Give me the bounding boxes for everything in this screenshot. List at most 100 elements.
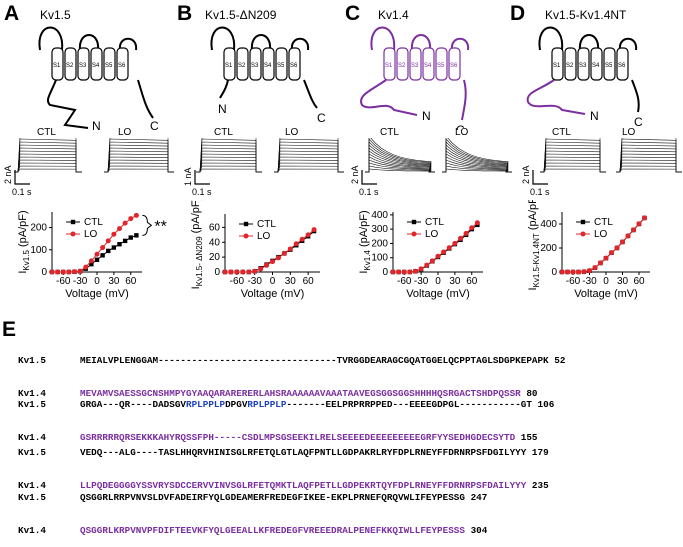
current-trace [14, 162, 82, 173]
data-point [642, 215, 647, 221]
seq-number: 80 [526, 388, 538, 399]
current-trace [104, 156, 174, 173]
x-tick-label: 30 [285, 276, 297, 287]
seq-text: MEVAMVSAESSGCNSHMPYGYAAQARARERERLAHSRAAA… [80, 388, 521, 399]
x-tick-label: 60 [303, 276, 315, 287]
current-trace [442, 156, 512, 173]
data-point [474, 220, 480, 226]
alignment-row: Kv1.4 GSRRRRRQRSEKKKAHYRQSSFPH-----CSDLMP… [18, 432, 554, 443]
data-point [631, 227, 636, 233]
current-trace [442, 141, 512, 173]
current-trace [365, 156, 435, 173]
seq-number: 155 [520, 432, 538, 443]
alignment-block-1: Kv1.5 MEIALVPLENGGAM---------------------… [18, 333, 565, 410]
series-line [393, 222, 478, 273]
data-point [117, 226, 122, 232]
n-terminus-label: N [590, 109, 599, 123]
data-point [401, 269, 407, 275]
x-tick-label: 30 [449, 276, 461, 287]
x-tick-label: 30 [617, 276, 629, 287]
seg-label: S2 [398, 63, 406, 69]
seg-label: S6 [618, 63, 626, 69]
data-point [424, 262, 430, 268]
x-tick-label: 60 [466, 276, 478, 287]
current-trace [442, 144, 512, 173]
scale-current-a: 2 nA [3, 165, 13, 184]
trace-label-ctl-d: CTL [552, 127, 571, 138]
scale-current-c: 2 nA [350, 165, 360, 184]
data-point [418, 266, 424, 272]
seq-number: 52 [554, 355, 566, 366]
data-point [94, 257, 100, 262]
current-trace [365, 144, 435, 173]
series-line [52, 214, 137, 273]
seq-text: QSGGRLKRPVNVPFDIFTEEVKFYQLGEEALLKFREDEGF… [80, 525, 465, 536]
x-tick-label: -30 [582, 276, 597, 287]
legend-marker [411, 219, 417, 225]
data-point [598, 260, 603, 266]
data-point [446, 245, 452, 251]
seq-text: MEIALVPLENGGAM--------------------------… [80, 355, 549, 366]
current-trace [365, 150, 435, 173]
alignment-row: Kv1.5 VEDQ---ALG----TASLHHQRVHINISGLRFETQ… [18, 447, 549, 458]
panel-letter-d: D [510, 2, 526, 25]
current-trace [196, 156, 262, 173]
seg-label: S6 [290, 63, 298, 69]
seq-number: 247 [470, 492, 488, 503]
legend-label: LO [425, 229, 439, 240]
seg-label: S5 [605, 63, 613, 69]
current-trace [442, 162, 512, 173]
data-point [122, 220, 128, 226]
data-point [614, 245, 620, 251]
x-tick-label: -30 [247, 276, 262, 287]
data-point [72, 269, 77, 275]
x-tick-label: 0 [603, 276, 609, 287]
current-trace [104, 138, 174, 173]
current-trace [196, 138, 262, 173]
seq-name: Kv1.5 [18, 492, 46, 503]
current-trace [365, 141, 435, 173]
data-point [576, 269, 581, 275]
y-tick-label: 100 [371, 253, 388, 264]
panel-title-b: Kv1.5-ΔN209 [205, 8, 277, 22]
seg-label: S1 [225, 63, 233, 69]
seg-label: S4 [424, 63, 432, 69]
data-point [458, 235, 463, 241]
y-tick-label: 400 [540, 219, 557, 230]
seg-label: S2 [238, 63, 246, 69]
data-point [258, 266, 264, 272]
alignment-row: Kv1.5 GRGA---QR----DADSGVRPLPPLPDPGVRPLPP… [18, 399, 554, 410]
data-point [117, 242, 122, 247]
data-point [609, 250, 614, 256]
trace-label-ctl-b: CTL [214, 127, 233, 138]
current-trace [274, 138, 344, 173]
panel-letter-b: B [177, 2, 193, 25]
data-point [89, 262, 94, 267]
seq-number: 304 [470, 525, 488, 536]
n-terminus-label: N [422, 109, 431, 123]
y-tick-label: 100 [30, 245, 47, 256]
data-point [264, 262, 270, 268]
current-trace [616, 156, 682, 173]
current-trace [14, 138, 82, 173]
current-trace [104, 168, 174, 173]
alignment-row: Kv1.4 LLPQDEGGGGYSSVRYSDCCERVVINVSGLRFETQ… [18, 480, 549, 491]
current-trace [540, 138, 606, 173]
c-terminus-label: C [317, 111, 326, 125]
current-trace [442, 150, 512, 173]
y-axis-label: IKv1.5 (pA/pF) [17, 210, 31, 273]
data-point [565, 269, 570, 275]
data-point [587, 268, 592, 274]
data-point [128, 216, 134, 222]
current-trace [14, 156, 82, 173]
data-point [559, 269, 565, 275]
current-trace [14, 168, 82, 173]
seg-label: S5 [105, 63, 113, 69]
seq-text: -------EELPRPRRPPED---EEEEGDPGL---------… [286, 399, 532, 410]
current-trace [274, 168, 344, 173]
seg-label: S3 [79, 63, 87, 69]
data-point [222, 269, 228, 275]
alignment-row: Kv1.4 MEVAMVSAESSGCNSHMPYGYAAQARARERERLAH… [18, 388, 565, 399]
data-point [396, 269, 402, 275]
